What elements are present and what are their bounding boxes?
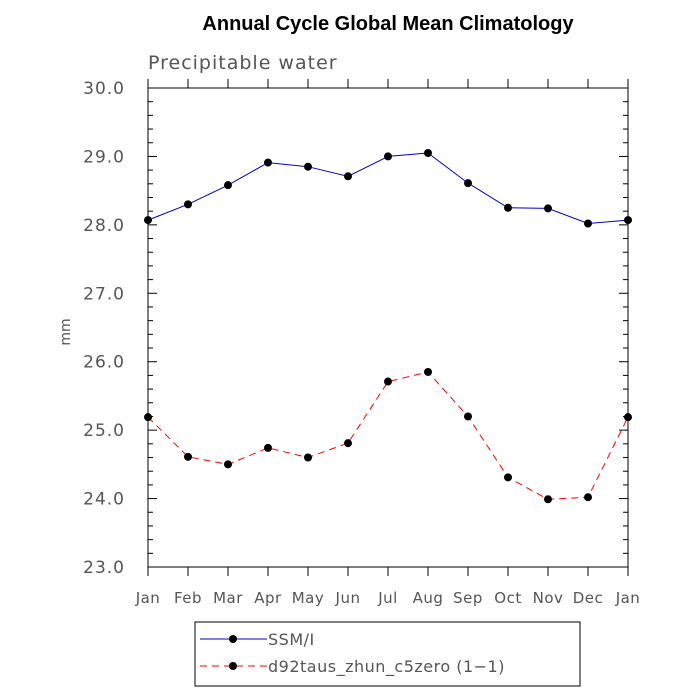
legend: SSM/I d92taus_zhun_c5zero (1−1) [194,621,581,687]
data-point-s1-12 [624,413,632,422]
x-tick-label: May [292,589,325,607]
y-tick-label: 25.0 [83,421,125,441]
data-point-s1-4 [304,453,312,462]
x-tick-label: Jan [615,589,641,607]
y-tick-label: 30.0 [83,79,125,99]
x-tick-label: Apr [254,589,282,607]
data-point-s0-6 [384,152,392,161]
data-point-s1-9 [504,473,512,482]
x-tick-label: Aug [413,589,444,607]
series-layer [144,149,632,504]
x-tick-label: Jun [335,589,361,607]
y-tick-label: 24.0 [83,490,125,510]
x-tick-label: Feb [174,589,202,607]
x-tick-label: Sep [453,589,483,607]
data-point-s1-11 [584,493,592,502]
y-tick-label: 29.0 [83,147,125,167]
data-point-s1-5 [344,439,352,448]
data-point-s1-1 [184,452,192,461]
data-point-s1-10 [544,495,552,504]
data-point-s1-2 [224,460,232,469]
data-point-s0-0 [144,216,152,225]
data-point-s1-0 [144,413,152,422]
x-tick-label: Dec [573,589,604,607]
y-axis: 23.0 24.0 25.0 26.0 27.0 28.0 29.0 30.0 [83,79,628,578]
data-point-s0-10 [544,204,552,213]
data-point-s0-5 [344,172,352,181]
legend-label-1: d92taus_zhun_c5zero (1−1) [268,657,505,677]
y-tick-label: 23.0 [83,558,125,578]
y-tick-label: 26.0 [83,353,125,373]
chart-title: Annual Cycle Global Mean Climatology [202,13,574,35]
data-point-s1-3 [264,443,272,452]
data-point-s0-8 [464,179,472,188]
data-point-s0-1 [184,200,192,209]
data-point-s0-12 [624,216,632,225]
x-tick-label: Mar [213,589,243,607]
data-point-s0-4 [304,162,312,171]
legend-box [194,621,581,687]
data-point-s0-3 [264,158,272,167]
chart-subtitle: Precipitable water [148,52,338,74]
data-point-s1-6 [384,377,392,386]
data-point-s1-8 [464,412,472,421]
x-tick-label: Nov [533,589,564,607]
series-line-1 [147,371,629,500]
series-line-0 [147,152,629,225]
y-tick-label: 27.0 [83,284,125,304]
y-axis-label: mm [58,318,74,345]
y-tick-label: 28.0 [83,216,125,236]
x-tick-label: Jan [135,589,161,607]
x-tick-label: Jul [377,589,398,607]
legend-marker-0 [229,635,237,643]
data-point-s0-2 [224,181,232,190]
data-point-s0-9 [504,203,512,212]
data-point-s0-7 [424,149,432,158]
x-tick-label: Oct [494,589,521,607]
data-point-s0-11 [584,219,592,228]
legend-label-0: SSM/I [268,630,315,649]
data-point-s1-7 [424,367,432,376]
x-axis: Jan Feb Mar Apr May Jun Jul Aug Sep Oct Nov Dec Jan [135,79,641,607]
legend-marker-1 [229,662,237,670]
